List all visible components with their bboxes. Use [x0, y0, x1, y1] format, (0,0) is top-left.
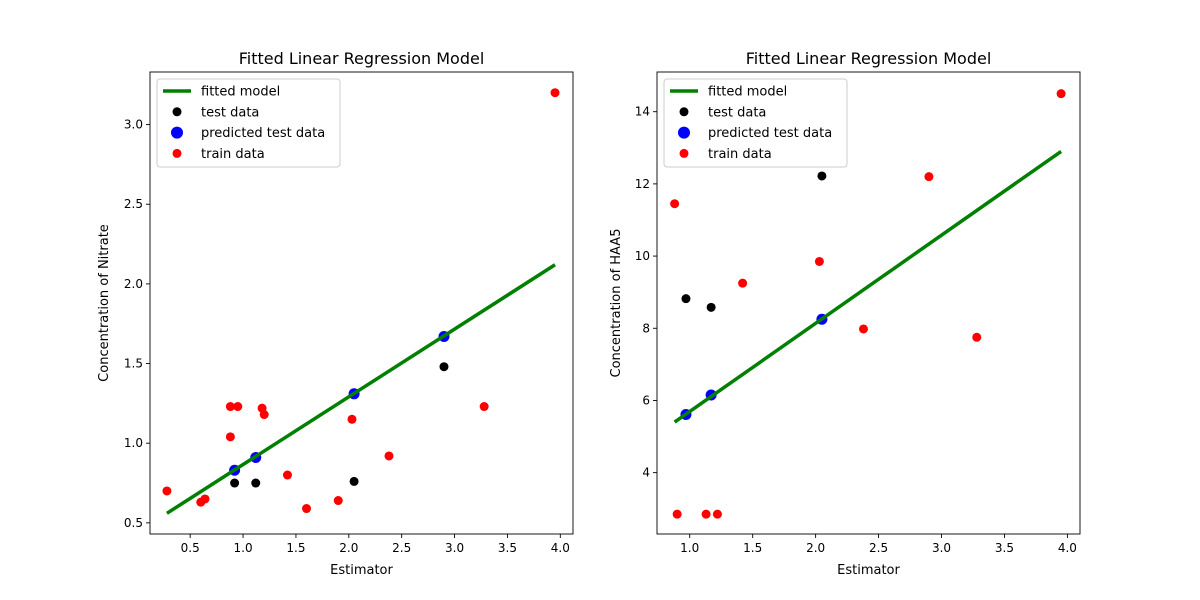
train-data-point [738, 278, 748, 288]
y-tick-label: 6 [642, 393, 650, 407]
train-data-point [814, 256, 824, 266]
x-tick-label: 0.5 [181, 541, 200, 555]
x-tick-label: 1.5 [286, 541, 305, 555]
test-data-point [251, 478, 261, 488]
legend-entry-test-data: test data [679, 105, 766, 120]
y-tick-label: 1.5 [124, 357, 143, 371]
legend-entry-fitted-model: fitted model [163, 85, 280, 100]
y-tick-label: 12 [635, 177, 650, 191]
y-tick-label: 4 [642, 466, 650, 480]
train-data-point [259, 410, 269, 420]
test-data-point [681, 294, 691, 304]
train-data-point [302, 504, 312, 514]
legend-label: test data [708, 105, 766, 120]
train-data-point [384, 451, 394, 461]
x-tick-label: 4.0 [551, 541, 570, 555]
x-tick-label: 3.0 [445, 541, 464, 555]
x-tick-label: 3.5 [995, 541, 1014, 555]
y-tick-label: 2.5 [124, 197, 143, 211]
y-axis-label: Concentration of Nitrate [97, 224, 112, 382]
legend-entry-test-data: test data [172, 105, 259, 120]
legend-marker-swatch [171, 126, 183, 139]
legend-label: fitted model [708, 85, 787, 100]
legend-label: train data [201, 147, 265, 162]
legend-label: fitted model [201, 85, 280, 100]
test-data-point [817, 171, 827, 181]
legend-box [663, 78, 848, 168]
y-tick-label: 1.0 [124, 436, 143, 450]
train-data-point [200, 494, 210, 504]
train-data-point [858, 324, 868, 334]
train-data-point [479, 402, 489, 412]
x-tick-label: 2.5 [392, 541, 411, 555]
y-tick-label: 14 [635, 105, 650, 119]
train-data-point [225, 432, 235, 442]
train-data-point [347, 414, 357, 424]
y-tick-label: 2.0 [124, 277, 143, 291]
fitted-model-line [165, 263, 556, 515]
legend-entry-train-data: train data [679, 147, 772, 162]
legend-marker-swatch [679, 107, 689, 117]
test-data-point [230, 478, 240, 488]
legend-marker-swatch [679, 148, 689, 158]
y-tick-label: 3.0 [124, 118, 143, 132]
train-data-point [672, 509, 682, 519]
legend-entry-predicted-test-data: predicted test data [678, 126, 832, 141]
x-tick-label: 3.5 [498, 541, 517, 555]
train-data-point [712, 509, 722, 519]
train-data-point [282, 470, 292, 480]
x-axis-label: Estimator [837, 563, 900, 578]
legend-label: predicted test data [201, 126, 325, 141]
legend-entry-train-data: train data [172, 147, 265, 162]
chart-2: Fitted Linear Regression Model 1.0 1.5 2.0 2… [609, 49, 1081, 578]
x-tick-label: 2.0 [806, 541, 825, 555]
legend-marker-swatch [172, 148, 182, 158]
legend-label: train data [708, 147, 772, 162]
legend-marker-swatch [678, 126, 690, 139]
plot-frame [149, 71, 574, 535]
fitted-model-line [673, 149, 1063, 424]
y-tick-label: 0.5 [124, 516, 143, 530]
train-data-point [333, 496, 343, 506]
x-tick-label: 2.5 [869, 541, 888, 555]
x-tick-label: 1.5 [743, 541, 762, 555]
train-data-point [225, 402, 235, 412]
legend: fitted model test data predicted test data… [156, 78, 341, 168]
y-axis-label: Concentration of HAA5 [609, 229, 624, 378]
legend-label: predicted test data [708, 126, 832, 141]
legend-entry-predicted-test-data: predicted test data [171, 126, 325, 141]
train-data-point [670, 199, 680, 209]
x-tick-label: 3.0 [932, 541, 951, 555]
y-tick-label: 10 [635, 249, 650, 263]
train-data-point [233, 402, 243, 412]
train-data-point [162, 486, 172, 496]
legend-label: test data [201, 105, 259, 120]
train-data-point [1056, 89, 1066, 99]
legend-box [156, 78, 341, 168]
legend-entry-fitted-model: fitted model [670, 85, 787, 100]
chart-1: Fitted Linear Regression Model 0.5 1.0 1.5 2… [97, 49, 574, 578]
legend-marker-swatch [172, 107, 182, 117]
train-data-point [924, 172, 934, 182]
x-tick-label: 1.0 [234, 541, 253, 555]
train-data-point [972, 332, 982, 342]
train-data-point [550, 88, 560, 98]
x-tick-label: 1.0 [680, 541, 699, 555]
x-tick-label: 4.0 [1058, 541, 1077, 555]
legend: fitted model test data predicted test data… [663, 78, 848, 168]
y-tick-label: 8 [642, 321, 650, 335]
test-data-point [349, 476, 359, 486]
chart-title: Fitted Linear Regression Model [746, 49, 992, 68]
test-data-point [439, 362, 449, 372]
test-data-point [706, 302, 716, 312]
train-data-point [701, 509, 711, 519]
x-axis-label: Estimator [330, 563, 393, 578]
plot-frame [656, 71, 1081, 535]
chart-title: Fitted Linear Regression Model [239, 49, 485, 68]
x-tick-label: 2.0 [339, 541, 358, 555]
